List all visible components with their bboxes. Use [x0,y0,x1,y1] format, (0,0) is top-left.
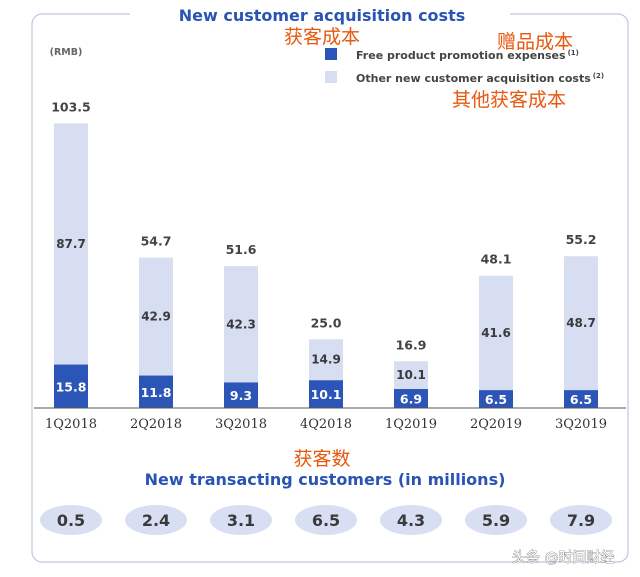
bar-other-segment [54,123,88,365]
legend-annotation-other-cn: 其他获客成本 [452,89,566,111]
customer-pill [210,505,272,535]
bar-other-value-label: 10.1 [396,368,426,382]
legend-label-free: Free product promotion expenses (1) [356,49,579,62]
bar-free-value-label: 10.1 [311,387,342,402]
customer-pill [40,505,102,535]
customer-pill-value: 5.9 [482,511,510,530]
bar-free-segment [224,382,258,408]
bar-other-value-label: 42.3 [226,317,256,331]
x-tick-group: 1Q2018 2Q2018 3Q2018 4Q2018 1Q2019 2Q2019 3Q20… [45,417,607,432]
customer-pill-value: 6.5 [312,511,340,530]
bar-free-segment [394,389,428,408]
bottom-title: New transacting customers (in millions) [145,470,506,489]
bar-free-value-label: 6.9 [400,392,422,407]
bar-total-label: 51.6 [226,242,257,257]
bar-free-value-label: 6.5 [485,392,507,407]
x-tick-label: 3Q2019 [555,417,607,432]
bar-other-segment [224,266,258,383]
x-tick-label: 2Q2019 [470,417,522,432]
legend: Free product promotion expenses (1) 赠品成本 … [325,31,604,111]
x-tick-label: 1Q2018 [45,417,97,432]
x-tick-label: 4Q2018 [300,417,352,432]
customer-pill-value: 4.3 [397,511,425,530]
bar-total-label: 103.5 [51,99,91,114]
legend-swatch-free [325,48,337,60]
bar-total-label: 25.0 [311,315,342,330]
bar-free-segment [54,364,88,408]
bar-free-segment [139,375,173,408]
bar-group: 15.8 87.7 103.5 11.8 42.9 54.7 9.3 42.3 51.6 10.1… [51,99,598,408]
bar-total-label: 16.9 [396,337,427,352]
bar-free-value-label: 15.8 [56,379,87,394]
bar-free-segment [309,380,343,408]
customer-pill-value: 2.4 [142,511,170,530]
bar-other-value-label: 87.7 [56,237,86,251]
bar-free-segment [564,390,598,408]
customer-pill-value: 0.5 [57,511,85,530]
customer-pill [550,505,612,535]
watermark: 头条 @时间财经 [512,549,614,566]
legend-swatch-other [325,71,337,83]
x-tick-label: 2Q2018 [130,417,182,432]
bar-other-value-label: 41.6 [481,326,511,340]
customer-pill [380,505,442,535]
x-tick-label: 3Q2018 [215,417,267,432]
chart-title: New customer acquisition costs [179,6,466,25]
customer-pill [465,505,527,535]
bar-free-value-label: 11.8 [141,385,172,400]
bar-other-segment [479,275,513,391]
bar-other-segment [309,339,343,381]
legend-annotation-free-cn: 赠品成本 [497,31,573,53]
customer-pill-group: 0.5 2.4 3.1 6.5 4.3 5.9 7.9 [40,505,612,535]
legend-label-other: Other new customer acquisition costs (2) [356,72,604,85]
bottom-annotation-cn: 获客数 [293,448,350,470]
bar-total-label: 54.7 [141,234,172,249]
x-tick-label: 1Q2019 [385,417,437,432]
unit-label: (RMB) [50,47,83,58]
bar-other-value-label: 42.9 [141,310,171,324]
bar-other-segment [139,257,173,376]
customer-pill [125,505,187,535]
bar-free-value-label: 6.5 [570,392,592,407]
customer-pill-value: 3.1 [227,511,255,530]
customer-pill [295,505,357,535]
bar-total-label: 48.1 [481,252,512,267]
bar-other-segment [394,361,428,390]
bar-other-value-label: 14.9 [311,353,341,367]
title-annotation-cn: 获客成本 [284,26,360,48]
bar-total-label: 55.2 [566,232,597,247]
customer-pill-value: 7.9 [567,511,595,530]
bar-other-segment [564,256,598,391]
bar-other-value-label: 48.7 [566,316,596,330]
bar-free-segment [479,390,513,408]
bar-free-value-label: 9.3 [230,388,252,403]
title-backdrop [130,4,510,26]
